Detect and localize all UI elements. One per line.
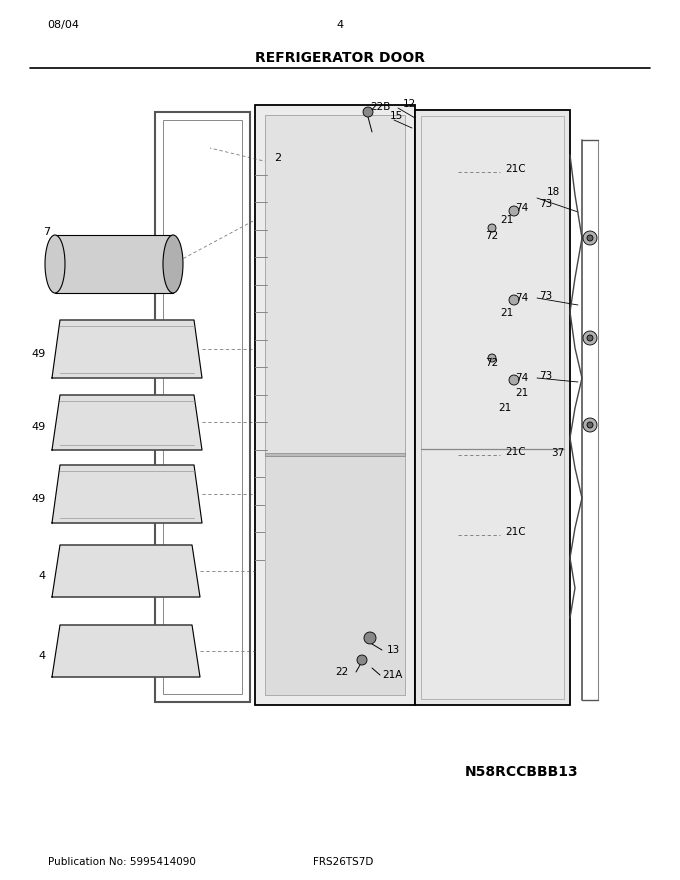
Text: 12: 12	[403, 99, 415, 109]
Text: 21C: 21C	[506, 164, 526, 174]
Text: 15: 15	[390, 111, 403, 121]
Ellipse shape	[587, 235, 593, 241]
Text: 73: 73	[539, 291, 553, 301]
Ellipse shape	[488, 354, 496, 362]
Bar	[155, 112, 250, 702]
Ellipse shape	[587, 422, 593, 428]
Polygon shape	[52, 395, 202, 450]
Ellipse shape	[363, 107, 373, 117]
Polygon shape	[52, 545, 200, 597]
Ellipse shape	[488, 224, 496, 232]
Text: N58RCCBBB13: N58RCCBBB13	[465, 765, 579, 779]
Text: 49: 49	[32, 422, 46, 432]
Text: 21: 21	[500, 215, 513, 225]
Text: 13: 13	[386, 645, 400, 655]
Text: 22: 22	[335, 667, 348, 677]
Text: 37: 37	[551, 448, 564, 458]
Text: 4: 4	[39, 651, 46, 661]
Text: 74: 74	[515, 203, 528, 213]
Bar	[265, 115, 405, 695]
Text: 21C: 21C	[506, 447, 526, 457]
Ellipse shape	[583, 231, 597, 245]
Text: 21C: 21C	[506, 527, 526, 537]
Polygon shape	[52, 465, 202, 523]
Bar	[421, 116, 564, 699]
Text: 74: 74	[515, 293, 528, 303]
Text: 74: 74	[515, 373, 528, 383]
Text: 21A: 21A	[381, 670, 402, 680]
Bar	[415, 110, 570, 705]
Bar	[265, 456, 405, 695]
Text: 21: 21	[515, 388, 528, 398]
Text: FRS26TS7D: FRS26TS7D	[313, 857, 373, 867]
Text: 2: 2	[275, 153, 282, 163]
Text: 73: 73	[539, 371, 553, 381]
Ellipse shape	[364, 632, 376, 644]
Bar	[265, 453, 405, 456]
Text: Publication No: 5995414090: Publication No: 5995414090	[48, 857, 195, 867]
Text: 49: 49	[32, 494, 46, 504]
Ellipse shape	[509, 206, 519, 216]
Bar	[255, 105, 415, 705]
Text: 7: 7	[43, 227, 50, 237]
Ellipse shape	[583, 418, 597, 432]
Text: 22B: 22B	[370, 102, 390, 112]
Bar	[163, 120, 242, 694]
Text: 21: 21	[498, 403, 511, 413]
Text: 72: 72	[486, 358, 498, 368]
Ellipse shape	[583, 331, 597, 345]
Ellipse shape	[587, 335, 593, 341]
Text: 49: 49	[32, 349, 46, 359]
Ellipse shape	[357, 655, 367, 665]
Text: 21: 21	[500, 308, 513, 318]
Ellipse shape	[509, 375, 519, 385]
Text: 72: 72	[486, 231, 498, 241]
Polygon shape	[52, 625, 200, 677]
Text: 73: 73	[539, 199, 553, 209]
Text: 08/04: 08/04	[48, 19, 80, 30]
Text: 4: 4	[337, 19, 343, 30]
Text: REFRIGERATOR DOOR: REFRIGERATOR DOOR	[255, 51, 425, 65]
Ellipse shape	[163, 235, 183, 293]
Ellipse shape	[45, 235, 65, 293]
Ellipse shape	[509, 295, 519, 305]
Bar	[55, 235, 173, 293]
Text: 4: 4	[39, 571, 46, 581]
Text: 18: 18	[546, 187, 560, 197]
Polygon shape	[52, 320, 202, 378]
